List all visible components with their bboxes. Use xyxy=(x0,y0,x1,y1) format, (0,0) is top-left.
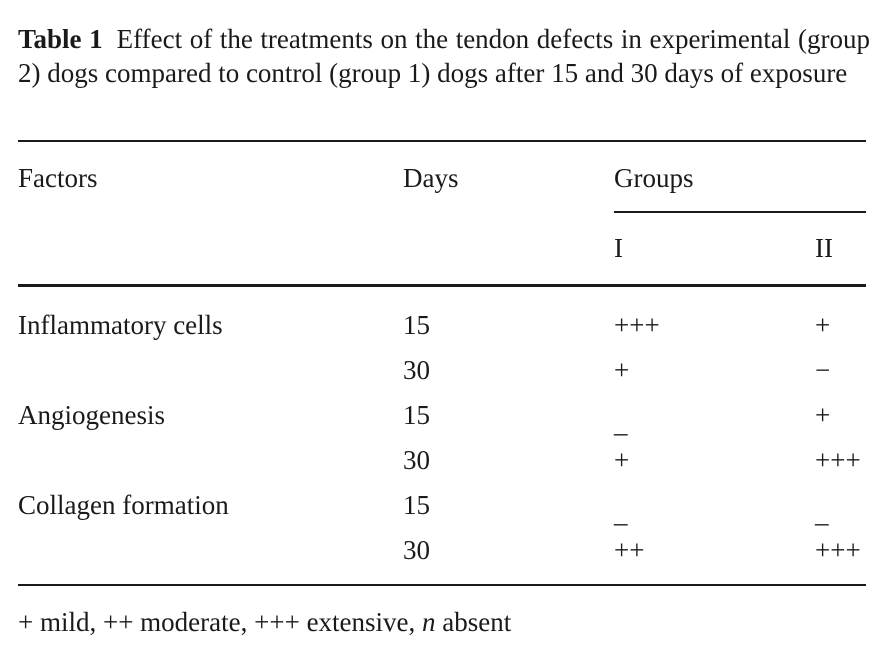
row-4-group-2: +++ xyxy=(815,445,861,475)
row-4-group-1: + xyxy=(614,445,630,475)
header-groups: Groups xyxy=(614,163,694,193)
table-caption: Table 1 Effect of the treatments on the t… xyxy=(18,22,870,90)
table-footnote: + mild, ++ moderate, +++ extensive, n ab… xyxy=(18,607,511,637)
row-3-days: 15 xyxy=(403,400,430,430)
header-group-2: II xyxy=(815,233,833,263)
header-days: Days xyxy=(403,163,459,193)
row-2-group-2: − xyxy=(815,355,831,385)
row-3-group-2: + xyxy=(815,400,831,430)
row-6-group-1: ++ xyxy=(614,535,645,565)
row-1-days: 15 xyxy=(403,310,430,340)
row-2-days: 30 xyxy=(403,355,430,385)
bottom-rule xyxy=(18,584,866,586)
header-rule xyxy=(18,284,866,287)
row-5-group-2: _ xyxy=(815,498,829,528)
row-6-group-2: +++ xyxy=(815,535,861,565)
header-factors: Factors xyxy=(18,163,98,193)
footnote-italic: n xyxy=(422,607,436,637)
footnote-suffix: absent xyxy=(435,607,512,637)
row-6-days: 30 xyxy=(403,535,430,565)
row-3-factor: Angiogenesis xyxy=(18,400,165,430)
row-5-days: 15 xyxy=(403,490,430,520)
header-group-1: I xyxy=(614,233,623,263)
row-2-group-1: + xyxy=(614,355,630,385)
row-1-group-2: + xyxy=(815,310,831,340)
row-3-group-1: _ xyxy=(614,408,628,438)
row-5-group-1: _ xyxy=(614,498,628,528)
row-1-factor: Inflammatory cells xyxy=(18,310,223,340)
row-1-group-1: +++ xyxy=(614,310,660,340)
footnote-prefix: + mild, ++ moderate, +++ extensive, xyxy=(18,607,423,637)
table-label: Table 1 xyxy=(18,24,103,54)
row-4-days: 30 xyxy=(403,445,430,475)
caption-text: Effect of the treatments on the tendon d… xyxy=(18,24,870,88)
top-rule xyxy=(18,140,866,142)
groups-rule xyxy=(614,211,866,213)
row-5-factor: Collagen formation xyxy=(18,490,229,520)
